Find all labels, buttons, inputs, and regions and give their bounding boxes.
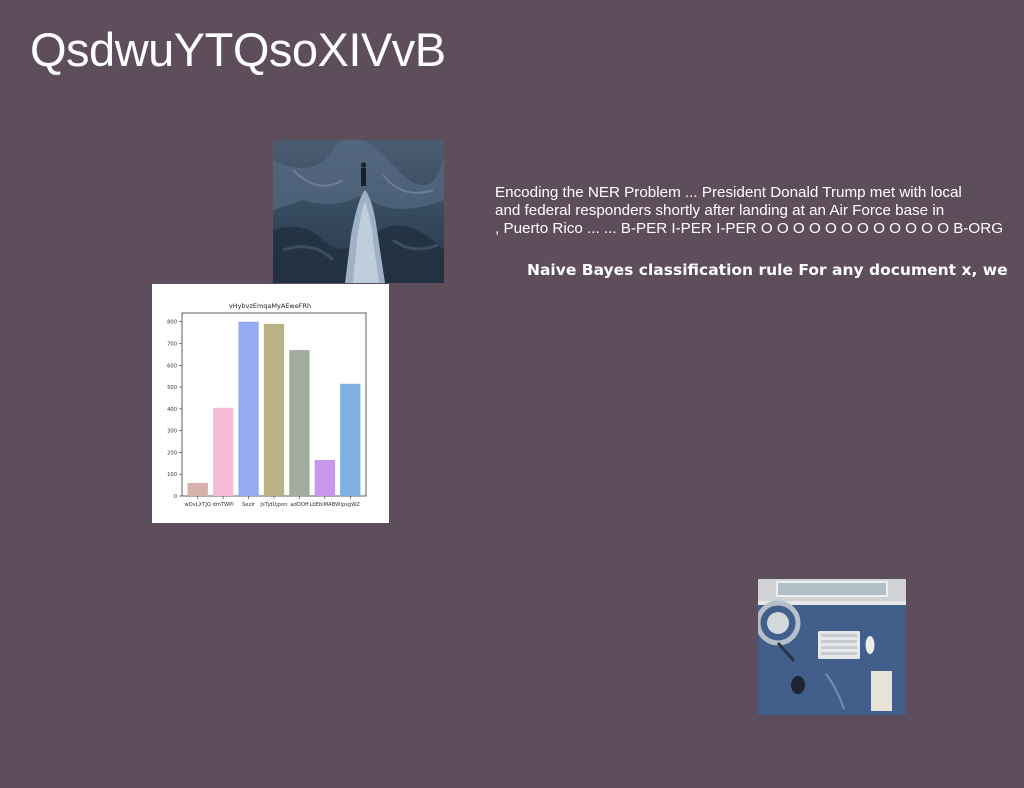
naive-bayes-text: Naive Bayes classification rule For any … xyxy=(527,261,1008,279)
x-tick-label: wDvLXTJQ xyxy=(184,502,210,508)
x-tick-label: adOOff xyxy=(290,502,309,508)
y-tick-label: 800 xyxy=(167,320,177,326)
mountain-photo xyxy=(273,140,444,283)
desk-photo xyxy=(758,579,906,715)
y-tick-label: 600 xyxy=(167,363,177,369)
ner-line: , Puerto Rico ... ... B-PER I-PER I-PER … xyxy=(495,220,1004,237)
ner-text-block: Encoding the NER Problem ... President D… xyxy=(495,184,1015,238)
bar xyxy=(289,350,310,496)
bar xyxy=(238,321,259,496)
y-tick-label: 100 xyxy=(167,472,177,478)
ner-line: Encoding the NER Problem ... President D… xyxy=(495,184,962,201)
chart-title: vHybvzEmqaMyAEweFRh xyxy=(229,302,311,310)
bar xyxy=(340,383,361,496)
chart-labels: 0 100 200 300 400 500 600 700 800 wDvLXTJQ dmTWPl S… xyxy=(167,320,360,508)
x-tick-label: LbEbiMABW xyxy=(309,502,340,508)
desk-photo-image xyxy=(758,579,906,715)
bar xyxy=(314,460,336,496)
x-tick-label: dmTWPl xyxy=(213,502,234,508)
ner-line: and federal responders shortly after lan… xyxy=(495,202,945,219)
x-tick-label: SezIr xyxy=(242,502,256,508)
bar xyxy=(212,407,234,496)
y-tick-label: 200 xyxy=(167,450,177,456)
y-tick-label: 400 xyxy=(167,407,177,413)
bar-chart-svg: vHybvzEmqaMyAEweFRh 0 100 200 300 400 500 600 7… xyxy=(167,302,367,508)
x-tick-label: lpsgWZ xyxy=(341,502,361,508)
chart-bars xyxy=(187,321,361,496)
page-title: QsdwuYTQsoXIVvB xyxy=(30,23,446,76)
bar xyxy=(263,323,285,496)
x-tick-label: JsTjdUjpon xyxy=(259,502,287,508)
y-tick-label: 300 xyxy=(167,429,177,435)
y-tick-label: 500 xyxy=(167,385,177,391)
bar xyxy=(187,482,208,496)
bar-chart: vHybvzEmqaMyAEweFRh 0 100 200 300 400 500 600 7… xyxy=(152,284,389,523)
mountain-photo-image xyxy=(273,140,444,283)
y-tick-label: 0 xyxy=(174,494,177,500)
y-tick-label: 700 xyxy=(167,342,177,348)
